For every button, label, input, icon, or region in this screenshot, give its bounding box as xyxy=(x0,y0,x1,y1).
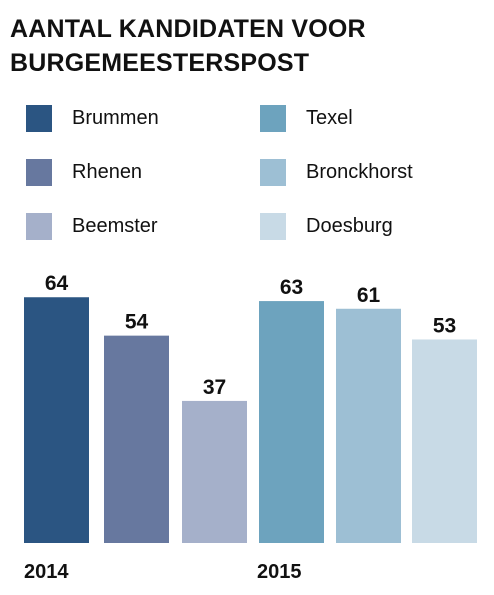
legend-swatch-texel xyxy=(260,104,286,132)
legend-item-doesburg: Doesburg xyxy=(260,211,393,241)
value-label-rhenen: 54 xyxy=(125,311,149,334)
group-label-2014: 2014 xyxy=(24,561,69,583)
group-label-2015: 2015 xyxy=(257,561,302,583)
chart-title-line-1: AANTAL KANDIDATEN VOOR xyxy=(10,15,366,43)
legend-label-rhenen: Rhenen xyxy=(72,160,143,183)
legend-item-bronckhorst: Bronckhorst xyxy=(260,157,413,187)
legend-item-rhenen: Rhenen xyxy=(26,157,142,187)
bar-brummen xyxy=(24,297,89,543)
value-label-doesburg: 53 xyxy=(433,314,456,337)
value-label-beemster: 37 xyxy=(203,376,226,399)
legend-swatch-beemster xyxy=(26,212,52,240)
chart-title: AANTAL KANDIDATEN VOOR BURGEMEESTERSPOST xyxy=(10,12,480,80)
legend-item-texel: Texel xyxy=(260,103,353,133)
legend: Brummen Texel Rhenen Bronckhorst Beemste… xyxy=(26,103,486,243)
legend-item-beemster: Beemster xyxy=(26,211,158,241)
value-label-bronckhorst: 61 xyxy=(357,284,381,307)
bar-rhenen xyxy=(104,335,169,543)
legend-label-beemster: Beemster xyxy=(72,214,158,237)
legend-item-brummen: Brummen xyxy=(26,103,159,133)
legend-label-texel: Texel xyxy=(306,106,353,129)
bar-doesburg xyxy=(412,339,477,543)
legend-label-bronckhorst: Bronckhorst xyxy=(306,160,413,183)
value-label-brummen: 64 xyxy=(45,272,69,295)
chart-title-line-2: BURGEMEESTERSPOST xyxy=(10,49,310,77)
legend-label-brummen: Brummen xyxy=(72,106,159,129)
legend-swatch-brummen xyxy=(26,104,52,132)
bar-beemster xyxy=(182,400,247,543)
legend-swatch-bronckhorst xyxy=(260,158,286,186)
bar-texel xyxy=(259,301,324,543)
bar-bronckhorst xyxy=(336,308,401,543)
legend-swatch-rhenen xyxy=(26,158,52,186)
value-label-texel: 63 xyxy=(280,276,303,299)
legend-swatch-doesburg xyxy=(260,212,286,240)
legend-label-doesburg: Doesburg xyxy=(306,214,393,237)
